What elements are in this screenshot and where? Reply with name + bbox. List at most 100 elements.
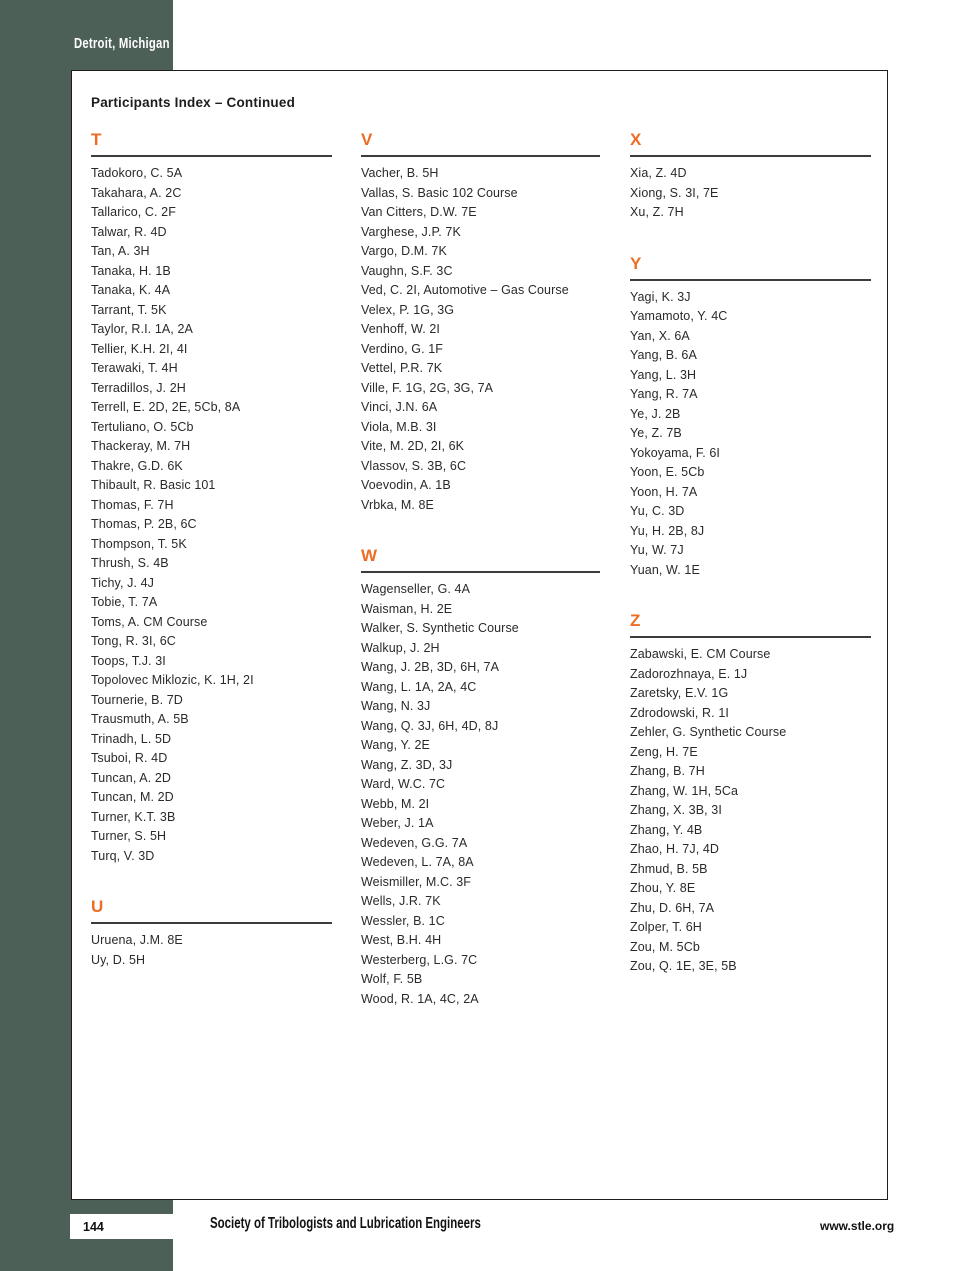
index-entry: Terradillos, J. 2H [91,380,186,395]
index-entry: Zeng, H. 7E [630,744,698,759]
index-entry: Uruena, J.M. 8E [91,933,183,947]
index-entry: Zhang, Y. 4B [630,822,703,837]
index-section-Y: Y Yagi, K. 3J Yamamoto, Y. 4C Yan, X. 6A Yan… [630,255,871,581]
index-entry: Zaretsky, E.V. 1G [630,686,729,700]
index-entry: Toms, A. CM Course [91,614,208,629]
index-entry: Yu, H. 2B, 8J [630,523,705,538]
index-entry: Zhang, X. 3B, 3I [630,803,722,817]
index-entry: West, B.H. 4H [361,933,442,947]
index-entry: Vrbka, M. 8E [361,497,434,512]
index-entry: Thomas, F. 7H [91,497,174,512]
index-entry: Yagi, K. 3J [630,289,691,304]
index-column-2: V Vacher, B. 5H Vallas, S. Basic 102 Cours… [361,131,600,1009]
index-entry: Tan, A. 3H [91,244,150,258]
index-entry: Zhu, D. 6H, 7A [630,900,715,915]
section-letter-W: W [361,547,600,573]
index-entry: Zabawski, E. CM Course [630,647,771,661]
index-entry: Tournerie, B. 7D [91,692,183,707]
index-page-sheet: Participants Index – Continued T Tadokoro… [71,70,888,1200]
index-entry: Tallarico, C. 2F [91,205,176,219]
index-entry: Thompson, T. 5K [91,536,187,551]
section-letter-X: X [630,131,871,157]
index-entry: Vinci, J.N. 6A [361,400,438,414]
index-entry: Tellier, K.H. 2I, 4I [91,341,188,356]
index-entry: Wang, Q. 3J, 6H, 4D, 8J [361,718,499,733]
index-entry: Ward, W.C. 7C [361,777,446,791]
event-location-label: Detroit, Michigan [74,36,170,52]
index-entry: Van Citters, D.W. 7E [361,205,477,219]
footer-organization-name: Society of Tribologists and Lubrication … [210,1215,481,1232]
index-entry: Xia, Z. 4D [630,166,687,180]
section-letter-Y: Y [630,255,871,281]
index-entry: Zadorozhnaya, E. 1J [630,666,748,681]
index-entry: Talwar, R. 4D [91,224,167,239]
index-entry: Tsuboi, R. 4D [91,751,168,765]
index-entry: Wood, R. 1A, 4C, 2A [361,991,479,1006]
index-entry: Yu, C. 3D [630,504,685,518]
index-entry: Thibault, R. Basic 101 [91,478,216,492]
index-entry: Tuncan, M. 2D [91,790,174,804]
index-entry: Ye, Z. 7B [630,426,682,440]
page-title: Participants Index – Continued [91,95,296,110]
index-entry: Vallas, S. Basic 102 Course [361,185,518,200]
index-entry: Ved, C. 2I, Automotive – Gas Course [361,283,569,297]
index-entry: Ville, F. 1G, 2G, 3G, 7A [361,380,494,395]
index-entry: Walkup, J. 2H [361,640,440,655]
index-entry: Topolovec Miklozic, K. 1H, 2I [91,673,254,687]
index-entry: Takahara, A. 2C [91,185,182,200]
index-entry: Zhang, W. 1H, 5Ca [630,783,738,798]
index-entry: Zhou, Y. 8E [630,881,696,895]
entry-list-W: Wagenseller, G. 4A Waisman, H. 2E Walker, … [361,580,600,1009]
index-entry: Yoon, H. 7A [630,484,698,499]
index-entry: Toops, T.J. 3I [91,653,166,668]
index-entry: Tong, R. 3I, 6C [91,634,176,648]
index-entry: Webb, M. 2I [361,796,430,811]
index-entry: Xu, Z. 7H [630,205,684,219]
page-number-box: 144 [70,1214,175,1239]
index-entry: Thrush, S. 4B [91,556,169,570]
index-entry: Wang, Z. 3D, 3J [361,757,453,772]
index-entry: Wagenseller, G. 4A [361,582,471,596]
index-entry: Wedeven, L. 7A, 8A [361,855,474,869]
footer-website-url: www.stle.org [820,1219,895,1233]
index-entry: Ye, J. 2B [630,406,681,421]
section-letter-T: T [91,131,332,157]
index-entry: Zolper, T. 6H [630,920,702,934]
index-entry: Tichy, J. 4J [91,575,155,590]
index-entry: Velex, P. 1G, 3G [361,302,455,317]
index-entry: Waisman, H. 2E [361,601,453,616]
index-entry: Wessler, B. 1C [361,913,445,928]
index-entry: Yang, B. 6A [630,348,697,362]
index-entry: Varghese, J.P. 7K [361,224,461,239]
index-entry: Wang, Y. 2E [361,738,430,752]
index-entry: Wang, L. 1A, 2A, 4C [361,679,477,694]
index-entry: Thakre, G.D. 6K [91,458,183,473]
entry-list-U: Uruena, J.M. 8E Uy, D. 5H [91,931,332,970]
index-entry: Weber, J. 1A [361,816,434,830]
index-entry: Wells, J.R. 7K [361,894,441,908]
page-number: 144 [83,1219,104,1234]
index-entry: Yang, R. 7A [630,387,698,401]
index-entry: Wedeven, G.G. 7A [361,835,468,850]
index-entry: Vacher, B. 5H [361,166,439,180]
index-entry: Yuan, W. 1E [630,562,700,577]
index-entry: Zou, M. 5Cb [630,939,700,954]
index-entry: Turq, V. 3D [91,848,155,863]
index-entry: Westerberg, L.G. 7C [361,952,478,967]
index-entry: Yokoyama, F. 6I [630,445,720,460]
index-entry: Walker, S. Synthetic Course [361,621,519,635]
index-entry: Xiong, S. 3I, 7E [630,185,719,200]
index-column-3: X Xia, Z. 4D Xiong, S. 3I, 7E Xu, Z. 7H Y Yag… [630,131,871,977]
index-entry: Zhao, H. 7J, 4D [630,842,720,856]
index-entry: Tuncan, A. 2D [91,770,172,785]
index-section-V: V Vacher, B. 5H Vallas, S. Basic 102 Cours… [361,131,600,515]
index-entry: Yu, W. 7J [630,543,684,557]
section-letter-V: V [361,131,600,157]
index-entry: Wolf, F. 5B [361,972,423,986]
index-section-X: X Xia, Z. 4D Xiong, S. 3I, 7E Xu, Z. 7H [630,131,871,223]
index-entry: Vettel, P.R. 7K [361,361,443,375]
entry-list-Y: Yagi, K. 3J Yamamoto, Y. 4C Yan, X. 6A Yang… [630,288,871,581]
index-entry: Terrell, E. 2D, 2E, 5Cb, 8A [91,400,241,414]
index-section-U: U Uruena, J.M. 8E Uy, D. 5H [91,898,332,970]
entry-list-T: Tadokoro, C. 5A Takahara, A. 2C Tallarico,… [91,164,332,866]
